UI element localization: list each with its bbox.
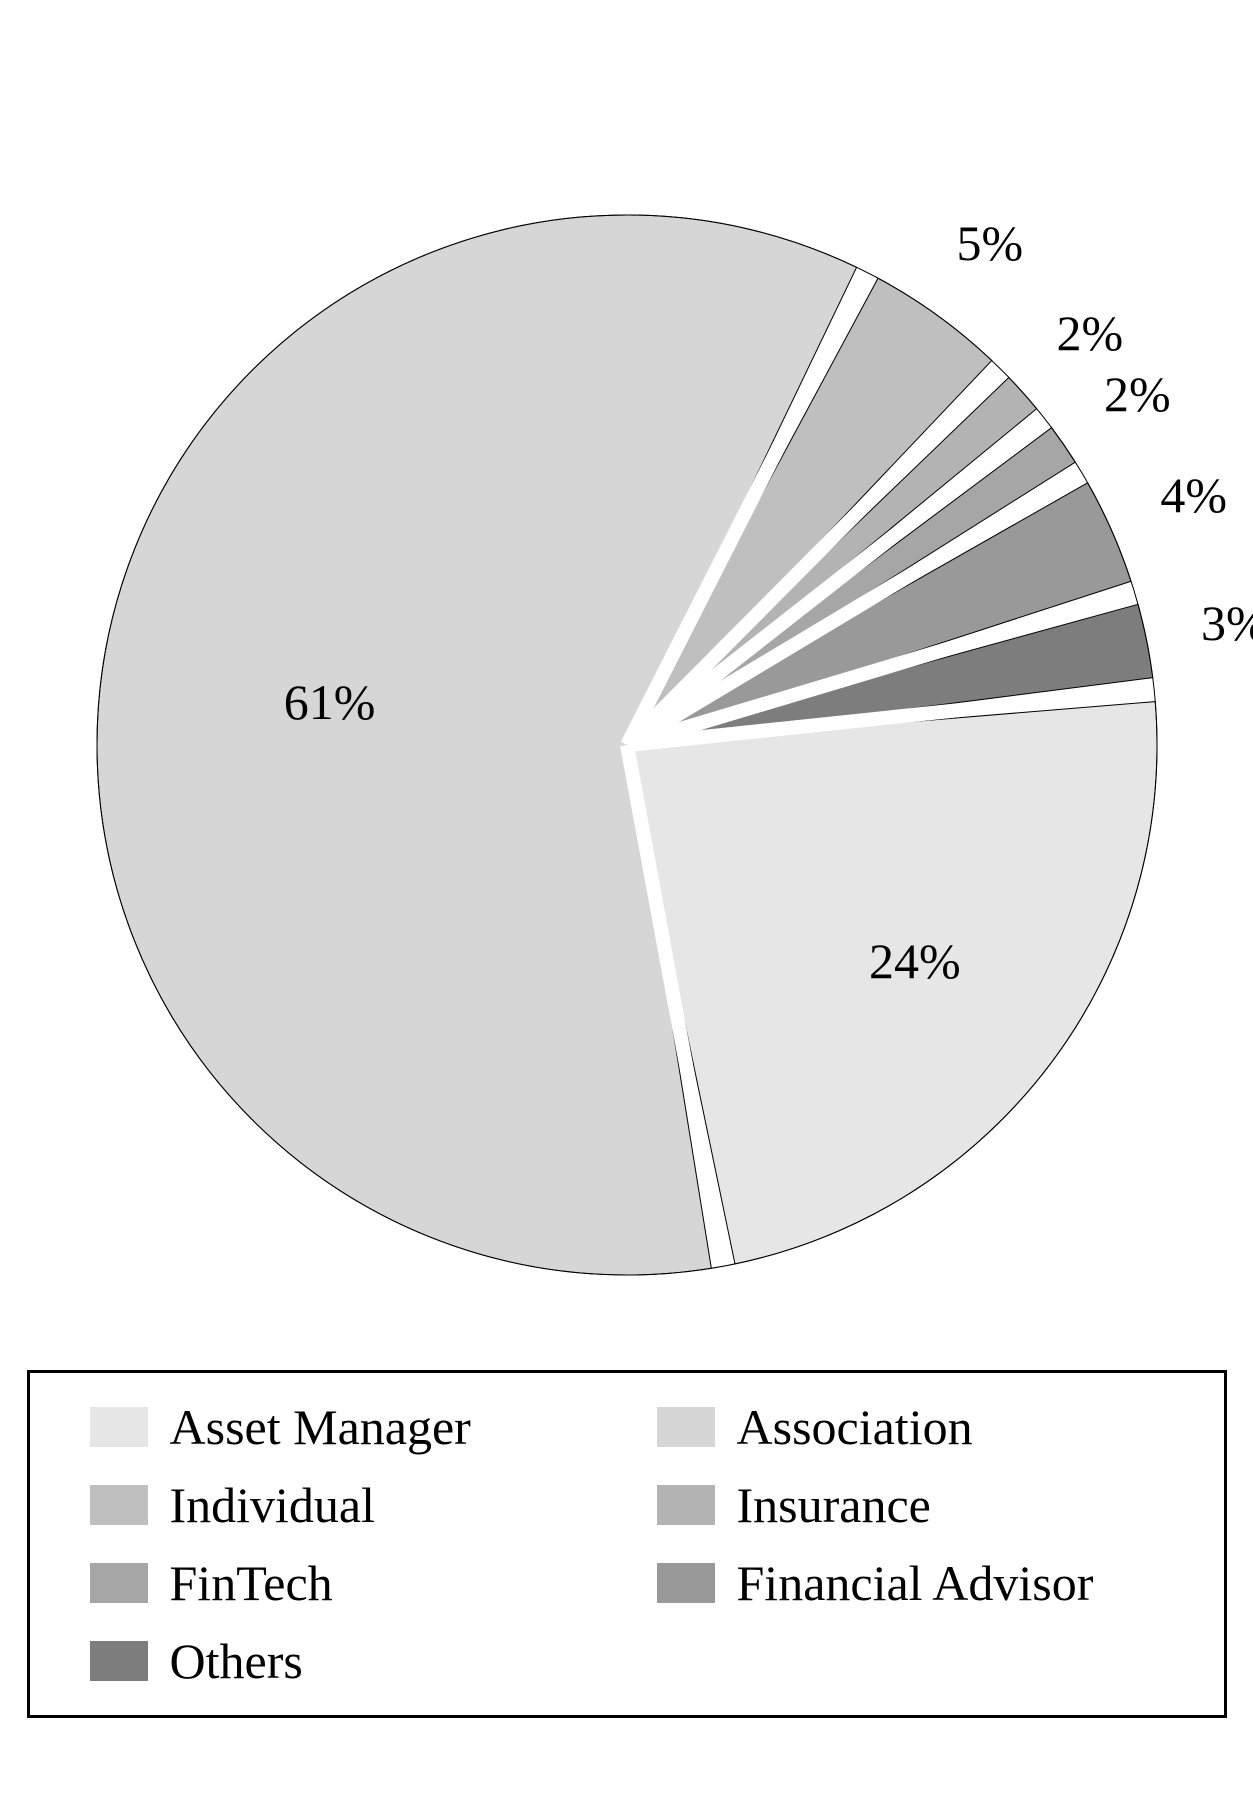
legend-label: Others [170, 1632, 303, 1690]
legend-swatch [657, 1407, 715, 1447]
pie-chart-container: 24%61%5%2%2%4%3% Asset ManagerAssociatio… [27, 20, 1227, 1718]
legend-label: FinTech [170, 1554, 333, 1612]
slice-label: 5% [957, 214, 1024, 272]
legend-label: Insurance [737, 1476, 931, 1534]
legend-swatch [90, 1563, 148, 1603]
legend-swatch [90, 1641, 148, 1681]
legend: Asset Manager Association Individual Insura… [27, 1370, 1227, 1718]
legend-item: Association [657, 1398, 1184, 1456]
legend-label: Asset Manager [170, 1398, 471, 1456]
legend-item: Insurance [657, 1476, 1184, 1534]
legend-item: Individual [90, 1476, 617, 1534]
legend-label: Individual [170, 1476, 376, 1534]
slice-label: 24% [869, 932, 961, 990]
legend-item: FinTech [90, 1554, 617, 1612]
legend-swatch [90, 1407, 148, 1447]
pie-svg [27, 20, 1227, 1340]
legend-label: Financial Advisor [737, 1554, 1094, 1612]
slice-label: 2% [1104, 365, 1171, 423]
slice-label: 2% [1056, 304, 1123, 362]
pie-chart: 24%61%5%2%2%4%3% [27, 20, 1227, 1340]
legend-swatch [657, 1563, 715, 1603]
legend-item: Others [90, 1632, 617, 1690]
legend-item: Financial Advisor [657, 1554, 1184, 1612]
legend-swatch [657, 1485, 715, 1525]
slice-label: 61% [284, 673, 376, 731]
legend-item: Asset Manager [90, 1398, 617, 1456]
slice-label: 3% [1201, 594, 1253, 652]
slice-label: 4% [1160, 466, 1227, 524]
legend-label: Association [737, 1398, 973, 1456]
legend-swatch [90, 1485, 148, 1525]
